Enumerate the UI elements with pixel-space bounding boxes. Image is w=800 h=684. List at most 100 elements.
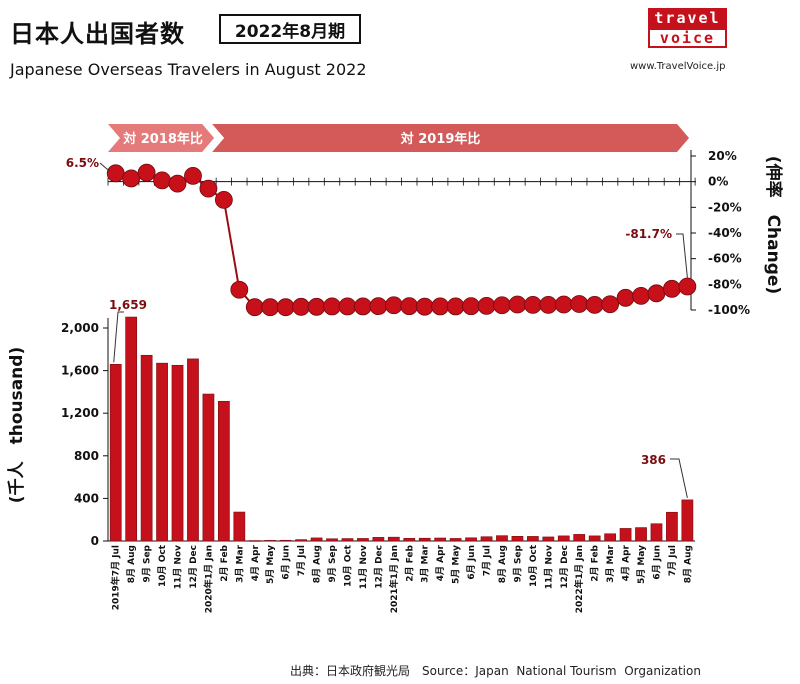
change-point bbox=[261, 298, 280, 317]
x-tick-label: 3月 Mar bbox=[605, 544, 616, 582]
band-2019-label: 対 2019年比 bbox=[400, 131, 481, 147]
bar bbox=[650, 523, 663, 542]
x-tick-label: 8月 Aug bbox=[497, 545, 508, 583]
x-tick-label: 8月 Aug bbox=[312, 545, 323, 583]
change-point bbox=[323, 297, 341, 316]
bar bbox=[279, 539, 292, 542]
line-annotation-last: -81.7% bbox=[625, 227, 672, 241]
source-note: 出典：日本政府観光局 Source：Japan National Tourism… bbox=[290, 664, 701, 678]
x-tick-label: 2月 Feb bbox=[404, 544, 415, 581]
line-y-tick-label: -40% bbox=[708, 226, 742, 240]
change-point bbox=[554, 295, 573, 314]
change-point bbox=[168, 174, 187, 193]
x-tick-label: 2021年1月 Jan bbox=[388, 545, 400, 613]
bar-y-axis-label: (千人 thousand) bbox=[7, 347, 27, 503]
change-point bbox=[230, 280, 249, 299]
bar-annotation-last: 386 bbox=[641, 453, 666, 467]
change-point bbox=[400, 297, 419, 316]
logo-line-travel: travel bbox=[648, 8, 727, 28]
band-2018-label: 対 2018年比 bbox=[122, 131, 203, 147]
bar bbox=[619, 528, 632, 542]
bar bbox=[218, 400, 230, 542]
x-tick-label: 4月 Apr bbox=[435, 544, 446, 581]
annotation-leader bbox=[670, 458, 688, 498]
band-2019 bbox=[212, 124, 689, 152]
x-tick-label: 2019年7月 Jul bbox=[110, 545, 122, 610]
bar bbox=[156, 362, 168, 542]
x-tick-label: 2月 Feb bbox=[219, 544, 230, 581]
x-tick-label: 11月 Nov bbox=[173, 545, 184, 589]
bar-y-tick-label: 1,600 bbox=[61, 364, 99, 378]
bar-y-tick-label: 1,200 bbox=[61, 406, 99, 420]
change-point bbox=[462, 297, 480, 316]
travelvoice-logo: travel voice bbox=[648, 8, 727, 48]
bar bbox=[233, 511, 246, 542]
x-tick-label: 4月 Apr bbox=[250, 544, 261, 581]
bar bbox=[357, 538, 369, 542]
change-point bbox=[106, 164, 125, 183]
x-tick-label: 7月 Jul bbox=[667, 545, 678, 576]
period-badge: 2022年8月期 bbox=[219, 14, 361, 44]
change-point bbox=[153, 171, 171, 190]
x-tick-label: 7月 Jul bbox=[482, 545, 493, 576]
bar bbox=[341, 538, 354, 542]
bar bbox=[480, 536, 493, 542]
bar-y-tick-label: 400 bbox=[74, 491, 99, 505]
change-point bbox=[493, 296, 511, 315]
line-y-tick-label: 0% bbox=[708, 175, 728, 189]
change-point bbox=[292, 297, 311, 316]
change-point bbox=[245, 298, 264, 317]
bar bbox=[666, 511, 678, 542]
x-tick-label: 5月 May bbox=[451, 545, 462, 584]
change-point bbox=[384, 296, 403, 315]
change-point bbox=[122, 169, 141, 188]
bar bbox=[326, 538, 338, 542]
bar bbox=[573, 534, 586, 542]
bar bbox=[527, 536, 539, 542]
bar-y-tick-label: 800 bbox=[74, 449, 99, 463]
x-tick-label: 6月 Jun bbox=[281, 545, 292, 580]
x-tick-label: 10月 Oct bbox=[342, 544, 353, 587]
bar bbox=[557, 535, 570, 542]
x-tick-label: 10月 Oct bbox=[157, 544, 168, 587]
change-point bbox=[354, 297, 372, 316]
change-point bbox=[647, 284, 666, 303]
x-tick-label: 5月 May bbox=[265, 545, 276, 584]
x-tick-label: 12月 Dec bbox=[373, 545, 384, 589]
line-y-tick-label: -80% bbox=[708, 277, 742, 291]
bar bbox=[403, 538, 416, 542]
change-point bbox=[214, 190, 233, 209]
annotation-leader bbox=[676, 233, 688, 278]
x-tick-label: 7月 Jul bbox=[296, 545, 307, 576]
x-tick-label: 3月 Mar bbox=[420, 544, 431, 582]
change-point bbox=[199, 179, 218, 198]
x-tick-label: 12月 Dec bbox=[188, 545, 199, 589]
bar bbox=[542, 536, 555, 542]
change-point bbox=[137, 163, 156, 182]
bar-annotation-first: 1,659 bbox=[109, 298, 147, 312]
change-point bbox=[585, 295, 604, 314]
change-point bbox=[523, 295, 542, 314]
bar bbox=[418, 537, 431, 542]
change-point bbox=[539, 295, 558, 314]
x-tick-label: 2020年1月 Jan bbox=[202, 545, 214, 613]
x-tick-label: 9月 Sep bbox=[142, 544, 153, 582]
change-point bbox=[307, 297, 326, 316]
change-point bbox=[601, 295, 620, 314]
bar bbox=[387, 536, 400, 542]
page-subtitle: Japanese Overseas Travelers in August 20… bbox=[10, 60, 367, 79]
bar bbox=[140, 354, 153, 542]
change-point bbox=[184, 166, 202, 185]
bar bbox=[187, 358, 199, 542]
annotation-leader bbox=[99, 162, 111, 172]
band-2018 bbox=[108, 124, 215, 152]
line-y-tick-label: -100% bbox=[708, 303, 750, 317]
change-point bbox=[369, 297, 388, 316]
line-y-tick-label: -60% bbox=[708, 252, 742, 266]
bar-y-tick-label: 0 bbox=[91, 534, 99, 548]
change-point bbox=[678, 277, 697, 296]
change-point bbox=[446, 297, 465, 316]
change-point bbox=[415, 297, 434, 316]
change-point bbox=[616, 288, 635, 307]
x-tick-label: 10月 Oct bbox=[528, 544, 539, 587]
